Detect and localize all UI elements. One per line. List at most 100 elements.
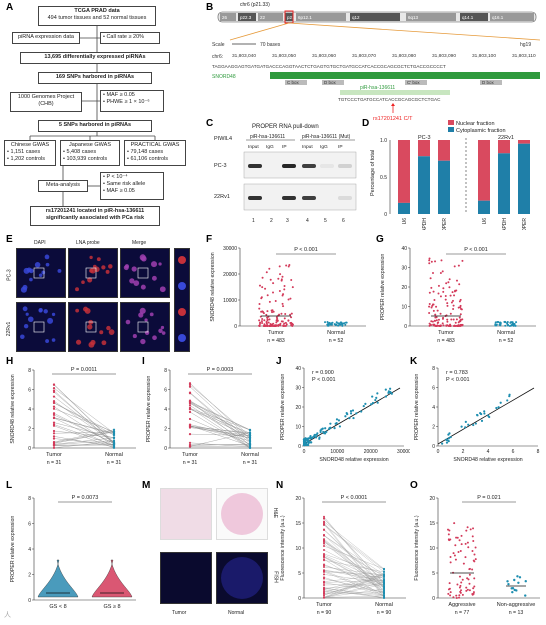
tumor-dot bbox=[436, 309, 439, 312]
m-group-tumor: Tumor bbox=[172, 610, 187, 616]
tumor-dot bbox=[446, 318, 449, 321]
normal-dot bbox=[383, 570, 385, 573]
pair-line bbox=[189, 405, 251, 445]
tumor-dot bbox=[446, 304, 449, 307]
tumor-dot bbox=[278, 265, 281, 268]
blot-band bbox=[248, 164, 262, 168]
aggressive-dot bbox=[456, 536, 459, 539]
flow-arrows bbox=[29, 26, 156, 206]
cell bbox=[23, 323, 29, 329]
y-tick-label: 4 bbox=[432, 405, 435, 411]
micro-cells bbox=[20, 254, 186, 348]
tumor-dot bbox=[447, 325, 450, 327]
pair-line bbox=[323, 574, 385, 596]
bar-nuclear bbox=[478, 140, 490, 201]
tumor-dot bbox=[271, 309, 274, 312]
y-tick-label: 5 bbox=[298, 571, 301, 577]
corr-dot bbox=[384, 395, 388, 398]
chr-band-label: p22.3 bbox=[240, 15, 252, 20]
aggressive-dot bbox=[461, 578, 464, 581]
tumor-dot bbox=[437, 318, 440, 321]
final-line1: rs17201241 located in piR-hsa-136611 bbox=[45, 208, 145, 214]
tumor-dot bbox=[261, 321, 264, 324]
snord-label: SNORD48 bbox=[212, 74, 236, 80]
cn-cases: • 1,151 cases bbox=[7, 149, 41, 155]
normal-dot bbox=[383, 574, 385, 577]
tumor-dot bbox=[441, 317, 444, 320]
tumor-dot bbox=[283, 322, 286, 325]
pair-line bbox=[53, 384, 115, 444]
p-value: P < 0.001 bbox=[446, 377, 470, 383]
tumor-dot bbox=[441, 270, 444, 273]
cell bbox=[87, 324, 93, 330]
normal-dot bbox=[496, 320, 499, 323]
tumor-dot bbox=[52, 437, 56, 440]
cell bbox=[89, 268, 94, 273]
aggressive-dot bbox=[466, 577, 469, 580]
lane-number: 4 bbox=[306, 218, 309, 224]
cell bbox=[45, 339, 50, 343]
normal-dot bbox=[508, 324, 511, 327]
tumor-dot bbox=[442, 287, 445, 290]
tumor-dot bbox=[455, 318, 458, 321]
corr-dot bbox=[499, 401, 502, 404]
y-tick-label: 5 bbox=[432, 571, 435, 577]
group-label: Tumor bbox=[268, 330, 284, 336]
aggressive-dot bbox=[459, 591, 462, 594]
corr-dot bbox=[483, 410, 486, 413]
pair-line bbox=[323, 570, 385, 578]
cell bbox=[108, 329, 115, 335]
y-tick-label: 2 bbox=[432, 425, 435, 431]
corr-dot bbox=[508, 393, 511, 396]
coord-label: 31,803,100 bbox=[472, 53, 496, 59]
scale-val: 70 bases bbox=[260, 42, 281, 48]
aggressive-dot bbox=[449, 591, 452, 594]
aggressive-dot bbox=[473, 585, 476, 588]
corr-dot bbox=[474, 422, 477, 425]
tumor-dot bbox=[439, 295, 442, 298]
tcga-subtitle: 494 tumor tissues and 52 normal tissues bbox=[47, 15, 147, 21]
violin-shape bbox=[91, 559, 133, 598]
tumor-dot bbox=[459, 307, 462, 310]
normal-dot bbox=[335, 321, 338, 324]
tumor-dot bbox=[278, 313, 281, 316]
corr-dot bbox=[337, 419, 341, 422]
pair-line bbox=[323, 571, 385, 575]
y-tick-label: 0 bbox=[404, 324, 407, 330]
tumor-dot bbox=[264, 287, 267, 290]
pair-line bbox=[53, 444, 115, 446]
coord-label: 31,803,090 bbox=[432, 53, 456, 59]
group1-label: piR-hsa-136611 bbox=[250, 134, 285, 140]
tumor-dot bbox=[323, 558, 325, 561]
group-label: Aggressive bbox=[448, 602, 475, 608]
corr-dot bbox=[488, 415, 491, 419]
aggressive-dot bbox=[473, 577, 476, 580]
tumor-dot bbox=[282, 305, 285, 308]
call-rate-box: • Call rate ≥ 20% bbox=[100, 32, 160, 44]
tumor-dot bbox=[259, 321, 262, 324]
tumor-dot bbox=[269, 278, 272, 281]
tumor-dot bbox=[454, 289, 457, 292]
tumor-dot bbox=[258, 284, 261, 287]
pair-line bbox=[323, 555, 385, 583]
bar-nuclear bbox=[438, 140, 450, 161]
tumor-dot bbox=[258, 307, 261, 310]
pair-line bbox=[53, 406, 115, 447]
tumor-dot bbox=[290, 312, 293, 315]
corr-dot bbox=[303, 439, 306, 442]
y-tick-label: 10 bbox=[429, 546, 435, 552]
r-value: r = 0.783 bbox=[446, 370, 468, 376]
group-label: Normal bbox=[105, 452, 123, 458]
tumor-dot bbox=[428, 305, 431, 308]
bar-nuclear bbox=[498, 140, 510, 154]
zoom-box bbox=[137, 267, 149, 279]
corr-dot bbox=[329, 426, 332, 429]
y-axis-label: PROPER relative expression bbox=[146, 376, 152, 443]
tumor-dot bbox=[52, 446, 56, 449]
aggressive-dot bbox=[453, 522, 456, 525]
tumor-dot bbox=[262, 311, 265, 314]
coord-label: 31,803,080 bbox=[392, 53, 416, 59]
tumor-dot bbox=[323, 587, 325, 590]
pair-line bbox=[53, 396, 115, 443]
aggressive-dot bbox=[458, 586, 461, 589]
